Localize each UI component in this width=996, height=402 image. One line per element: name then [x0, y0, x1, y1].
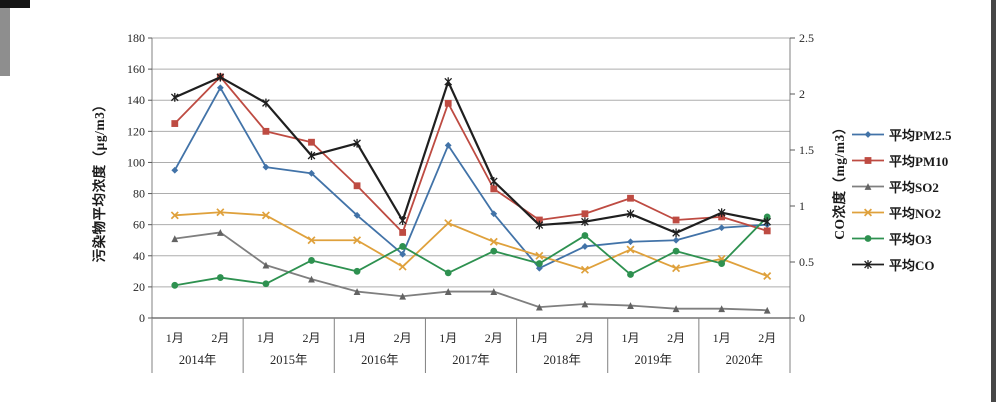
svg-text:2月: 2月: [394, 331, 412, 345]
so2-legend-swatch-icon: [852, 183, 884, 190]
legend-item-pm10: 平均PM10: [851, 153, 951, 169]
svg-text:2月: 2月: [485, 331, 503, 345]
svg-text:120: 120: [127, 124, 145, 138]
legend-label-co: 平均CO: [889, 258, 935, 273]
video-artifact-left-strip: [0, 0, 10, 76]
svg-text:2月: 2月: [758, 331, 776, 345]
svg-text:0.5: 0.5: [799, 255, 814, 269]
svg-text:160: 160: [127, 62, 145, 76]
legend-label-no2: 平均NO2: [889, 206, 942, 221]
svg-text:20: 20: [133, 280, 145, 294]
legend-item-so2: 平均SO2: [851, 179, 951, 195]
video-artifact-topleft-bar: [0, 0, 30, 8]
pm10-legend-swatch-icon: [852, 157, 884, 164]
svg-text:2.5: 2.5: [799, 31, 814, 45]
o3-legend-swatch-icon: [852, 235, 884, 242]
svg-text:100: 100: [127, 155, 145, 169]
series-o3: [171, 213, 771, 289]
legend-item-no2: 平均NO2: [851, 205, 951, 221]
svg-text:2015年: 2015年: [270, 353, 308, 367]
video-artifact-right-strip: [991, 0, 996, 402]
svg-text:1月: 1月: [166, 331, 184, 345]
svg-text:1月: 1月: [621, 331, 639, 345]
y-axis-left: 0 20 40 60 80 100 120 140 160 180: [127, 31, 153, 325]
svg-text:2: 2: [799, 87, 805, 101]
svg-text:1月: 1月: [257, 331, 275, 345]
x-axis: 1月 2月 1月 2月 1月 2月 1月 2月 1月 2月 1月 2月 1月 2月 2014年 2015年 20…: [151, 317, 791, 373]
svg-text:2014年: 2014年: [179, 353, 217, 367]
legend-label-o3: 平均O3: [889, 232, 932, 247]
svg-text:1月: 1月: [439, 331, 457, 345]
series-pm25: [171, 84, 771, 272]
series-so2: [171, 229, 771, 314]
chart-legend: 平均PM2.5 平均PM10 平均SO2 平均NO2 平均O3 平均CO: [851, 127, 951, 283]
svg-text:140: 140: [127, 93, 145, 107]
svg-text:80: 80: [133, 187, 145, 201]
legend-item-co: 平均CO: [851, 257, 951, 273]
svg-text:1月: 1月: [348, 331, 366, 345]
svg-text:180: 180: [127, 31, 145, 45]
svg-text:2月: 2月: [667, 331, 685, 345]
svg-text:0: 0: [139, 311, 145, 325]
series-no2: [170, 208, 772, 281]
svg-text:2020年: 2020年: [726, 353, 764, 367]
svg-text:0: 0: [799, 311, 805, 325]
y-axis-right: 0 0.5 1 1.5 2 2.5: [789, 31, 814, 325]
right-axis-title: CO浓度（mg/m3）: [832, 120, 847, 240]
legend-label-so2: 平均SO2: [889, 180, 939, 195]
co-legend-swatch-icon: [852, 260, 884, 269]
svg-text:2019年: 2019年: [635, 353, 673, 367]
legend-item-pm25: 平均PM2.5: [851, 127, 952, 143]
left-axis-title: 污染物平均浓度（μg/m3）: [92, 97, 107, 263]
pm25-legend-swatch-icon: [852, 131, 884, 138]
legend-label-pm25: 平均PM2.5: [889, 128, 952, 143]
series-pm10: [171, 73, 771, 236]
gridlines: [152, 37, 790, 319]
svg-text:2月: 2月: [302, 331, 320, 345]
svg-text:1.5: 1.5: [799, 143, 814, 157]
svg-text:40: 40: [133, 249, 145, 263]
svg-text:2016年: 2016年: [361, 353, 399, 367]
svg-text:2月: 2月: [211, 331, 229, 345]
legend-label-pm10: 平均PM10: [889, 154, 949, 169]
svg-text:60: 60: [133, 218, 145, 232]
svg-text:2017年: 2017年: [452, 353, 490, 367]
legend-item-o3: 平均O3: [851, 231, 951, 247]
svg-text:2018年: 2018年: [543, 353, 581, 367]
svg-text:1月: 1月: [713, 331, 731, 345]
svg-text:1月: 1月: [530, 331, 548, 345]
series-co: [170, 72, 772, 238]
svg-text:2月: 2月: [576, 331, 594, 345]
svg-text:1: 1: [799, 199, 805, 213]
no2-legend-swatch-icon: [852, 208, 884, 217]
